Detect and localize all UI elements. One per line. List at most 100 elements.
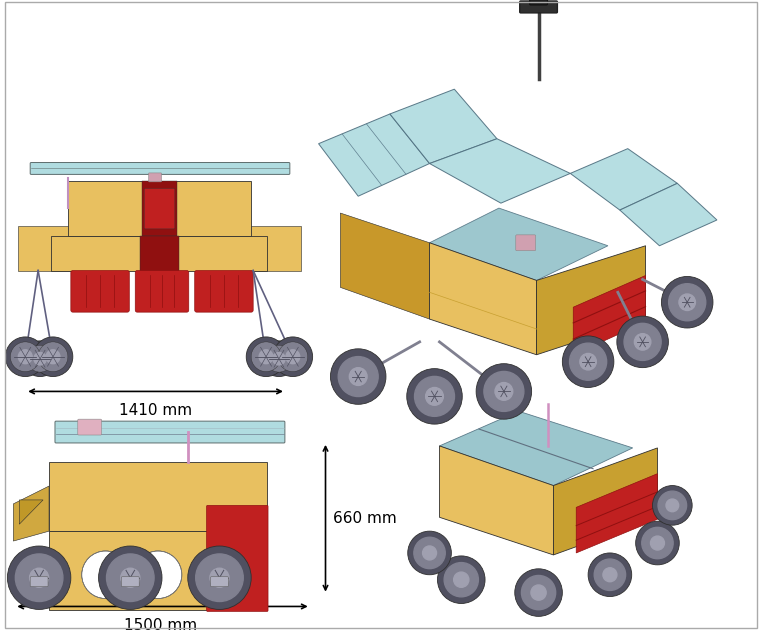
Circle shape bbox=[437, 556, 485, 604]
Circle shape bbox=[617, 316, 668, 368]
FancyBboxPatch shape bbox=[195, 270, 253, 312]
FancyBboxPatch shape bbox=[142, 181, 177, 236]
Circle shape bbox=[531, 585, 546, 600]
Circle shape bbox=[624, 323, 661, 361]
Ellipse shape bbox=[196, 554, 243, 602]
Ellipse shape bbox=[8, 546, 71, 609]
Circle shape bbox=[594, 559, 626, 590]
FancyBboxPatch shape bbox=[144, 188, 175, 229]
Polygon shape bbox=[573, 275, 645, 355]
FancyBboxPatch shape bbox=[121, 577, 139, 586]
Circle shape bbox=[484, 371, 523, 411]
Circle shape bbox=[278, 342, 308, 371]
Circle shape bbox=[34, 352, 46, 365]
Text: 660 mm: 660 mm bbox=[334, 511, 397, 526]
Polygon shape bbox=[536, 245, 645, 355]
Polygon shape bbox=[440, 446, 553, 555]
Circle shape bbox=[134, 551, 182, 598]
Circle shape bbox=[251, 342, 281, 371]
Circle shape bbox=[603, 568, 617, 582]
Circle shape bbox=[588, 553, 632, 597]
Circle shape bbox=[38, 342, 68, 371]
Polygon shape bbox=[430, 208, 608, 280]
Circle shape bbox=[569, 343, 607, 380]
Ellipse shape bbox=[187, 546, 251, 609]
Polygon shape bbox=[19, 500, 43, 524]
Circle shape bbox=[444, 563, 479, 597]
Text: 1410 mm: 1410 mm bbox=[119, 403, 191, 418]
Polygon shape bbox=[390, 89, 497, 163]
FancyBboxPatch shape bbox=[516, 235, 536, 251]
Circle shape bbox=[27, 345, 53, 372]
FancyBboxPatch shape bbox=[49, 462, 267, 531]
Circle shape bbox=[265, 345, 293, 372]
FancyBboxPatch shape bbox=[18, 226, 73, 270]
Circle shape bbox=[495, 382, 513, 400]
FancyBboxPatch shape bbox=[135, 270, 189, 312]
FancyBboxPatch shape bbox=[51, 236, 267, 270]
Circle shape bbox=[273, 352, 285, 365]
Ellipse shape bbox=[15, 554, 63, 602]
Circle shape bbox=[521, 576, 555, 610]
Polygon shape bbox=[576, 474, 658, 553]
Circle shape bbox=[661, 277, 713, 328]
FancyBboxPatch shape bbox=[530, 0, 547, 5]
Text: 1500 mm: 1500 mm bbox=[124, 618, 197, 633]
Circle shape bbox=[415, 377, 454, 417]
Circle shape bbox=[666, 499, 679, 512]
Polygon shape bbox=[570, 149, 677, 210]
Circle shape bbox=[18, 350, 32, 364]
FancyBboxPatch shape bbox=[78, 419, 101, 435]
Circle shape bbox=[246, 337, 286, 377]
Circle shape bbox=[349, 368, 367, 385]
Circle shape bbox=[562, 336, 614, 387]
FancyBboxPatch shape bbox=[49, 531, 267, 611]
Circle shape bbox=[407, 369, 463, 424]
Circle shape bbox=[408, 531, 451, 575]
Circle shape bbox=[679, 294, 696, 310]
Circle shape bbox=[414, 537, 445, 569]
Circle shape bbox=[651, 536, 664, 550]
Circle shape bbox=[453, 572, 469, 587]
FancyBboxPatch shape bbox=[210, 577, 229, 586]
Circle shape bbox=[636, 522, 679, 565]
Polygon shape bbox=[620, 183, 717, 245]
Circle shape bbox=[580, 354, 597, 370]
Circle shape bbox=[423, 546, 437, 560]
Circle shape bbox=[82, 551, 130, 598]
Polygon shape bbox=[319, 114, 430, 197]
Circle shape bbox=[11, 342, 40, 371]
Circle shape bbox=[286, 350, 299, 364]
Polygon shape bbox=[553, 448, 658, 555]
Circle shape bbox=[261, 341, 296, 377]
FancyBboxPatch shape bbox=[246, 226, 301, 270]
Polygon shape bbox=[341, 213, 430, 319]
Circle shape bbox=[515, 569, 562, 616]
Ellipse shape bbox=[107, 554, 154, 602]
Ellipse shape bbox=[98, 546, 162, 609]
Polygon shape bbox=[14, 486, 49, 541]
Circle shape bbox=[34, 337, 73, 377]
Circle shape bbox=[22, 341, 58, 377]
Polygon shape bbox=[430, 139, 570, 203]
Circle shape bbox=[658, 491, 687, 520]
Circle shape bbox=[476, 364, 532, 419]
Circle shape bbox=[259, 350, 273, 364]
FancyBboxPatch shape bbox=[149, 173, 162, 182]
Ellipse shape bbox=[30, 568, 49, 587]
FancyBboxPatch shape bbox=[140, 236, 179, 270]
Circle shape bbox=[634, 334, 651, 350]
Circle shape bbox=[642, 527, 673, 559]
Circle shape bbox=[331, 349, 386, 404]
FancyBboxPatch shape bbox=[30, 577, 48, 586]
Circle shape bbox=[338, 357, 378, 396]
Ellipse shape bbox=[121, 568, 139, 587]
Circle shape bbox=[46, 350, 60, 364]
Ellipse shape bbox=[210, 568, 229, 587]
Circle shape bbox=[652, 485, 692, 525]
FancyBboxPatch shape bbox=[520, 1, 557, 13]
Circle shape bbox=[5, 337, 45, 377]
Polygon shape bbox=[430, 243, 536, 355]
FancyBboxPatch shape bbox=[71, 270, 130, 312]
FancyBboxPatch shape bbox=[30, 163, 290, 174]
